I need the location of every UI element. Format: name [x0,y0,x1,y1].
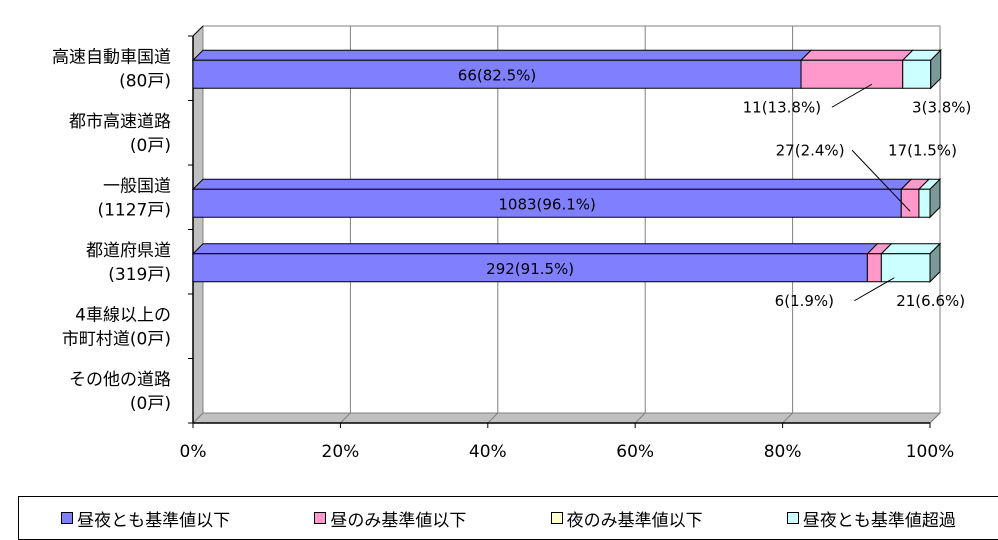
data-label-2: 3(3.8%) [912,98,971,116]
bar-side-0 [930,49,942,90]
legend-label-1: 昼のみ基準値以下 [330,510,467,531]
legend-label-2: 夜のみ基準値以下 [566,510,703,531]
data-label-6: 292(91.5%) [486,260,574,278]
category-label-0-0: 高速自動車国道 [52,47,171,67]
x-tick-label-4: 80% [764,442,802,462]
bar-2-1 [900,188,920,218]
gridline-floor-2 [487,412,499,424]
x-tick-label-2: 40% [469,442,507,462]
leader-line-4 [851,149,911,212]
legend-label-0: 昼夜とも基準値以下 [77,510,231,531]
category-label-1-1: (0戸) [130,136,171,156]
category-label-3-0: 都道府県道 [86,241,171,261]
y-axis-top-edge [192,25,204,37]
data-label-1: 11(13.8%) [743,98,821,116]
category-label-5-1: (0戸) [130,394,171,414]
category-label-5-0: その他の道路 [69,370,171,390]
bar-side-3 [929,242,941,283]
data-label-0: 66(82.5%) [458,66,536,84]
bar-2-0 [192,188,902,218]
bar-3-0 [192,253,868,283]
leader-line-7 [854,277,895,302]
legend-item-series-0: 昼夜とも基準値以下 [61,506,230,531]
data-label-7: 6(1.9%) [775,292,834,310]
gridline-floor-3 [634,412,646,424]
data-label-5: 17(1.5%) [888,141,957,159]
category-label-0-1: (80戸) [119,71,171,91]
legend-item-series-2: 夜のみ基準値以下 [550,506,703,531]
legend-swatch-1 [314,512,327,524]
bar-side-2 [929,178,941,219]
category-label-2-0: 一般国道 [103,176,171,196]
bar-top-0-0 [191,49,813,61]
category-label-4-1: 市町村道(0戸) [62,329,171,349]
x-tick-label-5: 100% [906,442,955,462]
bar-0-1 [800,59,904,89]
bar-2-3 [918,188,931,218]
data-label-8: 21(6.6%) [896,292,965,310]
legend-item-series-3: 昼夜とも基準値超過 [786,506,956,531]
data-label-3: 1083(96.1%) [498,195,596,213]
category-label-1-0: 都市高速道路 [69,112,171,132]
category-label-4-0: 4車線以上の [75,305,171,325]
category-label-3-1: (319戸) [108,265,171,285]
bar-top-2-0 [191,178,913,190]
legend-swatch-3 [786,512,799,524]
x-tick-label-0: 0% [180,442,207,462]
gridline-floor-1 [340,412,351,424]
bar-3-3 [880,253,931,283]
legend-label-3: 昼夜とも基準値超過 [802,510,956,531]
x-tick-label-3: 60% [616,442,654,462]
bar-0-3 [902,59,932,89]
bar-3-1 [866,253,882,283]
gridline-floor-4 [782,412,793,424]
category-label-2-1: (1127戸) [97,200,171,220]
data-label-4: 27(2.4%) [776,141,845,159]
leader-line-1 [831,83,873,108]
legend: 昼夜とも基準値以下 昼のみ基準値以下 夜のみ基準値以下 昼夜とも基準値超過 [18,496,998,540]
legend-swatch-0 [61,512,74,524]
x-tick-label-1: 20% [322,442,360,462]
plot-floor [191,412,942,424]
legend-swatch-2 [550,512,563,524]
bar-top-0-1 [799,49,914,61]
legend-item-series-1: 昼のみ基準値以下 [314,506,466,531]
bar-top-3-0 [191,243,879,255]
gridline-floor-5 [929,412,941,424]
